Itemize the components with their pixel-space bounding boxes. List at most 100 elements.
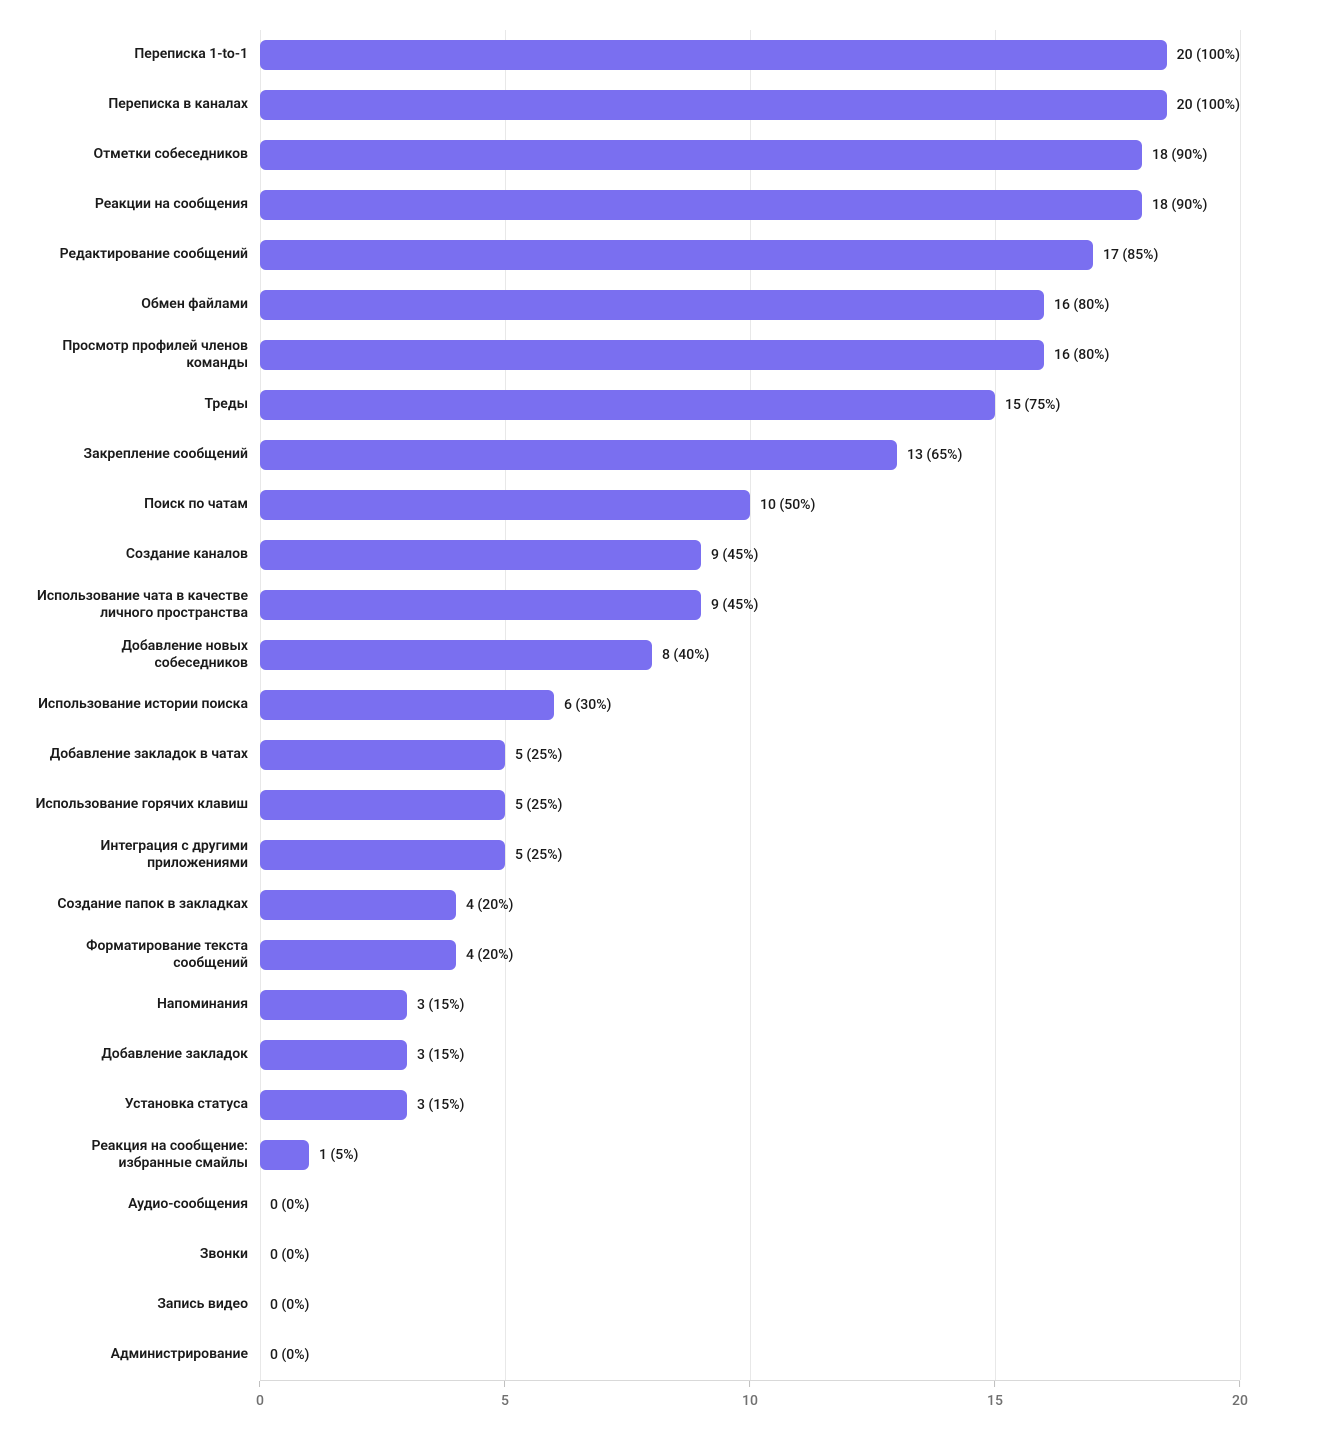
bar xyxy=(260,590,701,620)
category-label: Установка статуса xyxy=(30,1096,260,1114)
value-label: 1 (5%) xyxy=(309,1147,358,1163)
value-label: 5 (25%) xyxy=(505,847,562,863)
category-label: Звонки xyxy=(30,1246,260,1264)
bar xyxy=(260,640,652,670)
x-tick-mark xyxy=(994,1381,995,1387)
bar xyxy=(260,840,505,870)
chart-row: Форматирование текста сообщений4 (20%) xyxy=(260,930,1240,980)
value-label: 4 (20%) xyxy=(456,947,513,963)
chart-row: Добавление закладок3 (15%) xyxy=(260,1030,1240,1080)
category-label: Напоминания xyxy=(30,996,260,1014)
value-label: 4 (20%) xyxy=(456,897,513,913)
category-label: Переписка в каналах xyxy=(30,96,260,114)
category-label: Создание папок в закладках xyxy=(30,896,260,914)
value-label: 0 (0%) xyxy=(260,1347,309,1363)
value-label: 10 (50%) xyxy=(750,497,815,513)
x-tick-mark xyxy=(1239,1381,1240,1387)
value-label: 0 (0%) xyxy=(260,1247,309,1263)
chart-row: Звонки0 (0%) xyxy=(260,1230,1240,1280)
x-tick: 5 xyxy=(501,1381,509,1409)
value-label: 5 (25%) xyxy=(505,797,562,813)
category-label: Использование чата в качестве личного пр… xyxy=(30,588,260,623)
value-label: 8 (40%) xyxy=(652,647,709,663)
bar xyxy=(260,1090,407,1120)
category-label: Обмен файлами xyxy=(30,296,260,314)
x-tick-mark xyxy=(505,1381,506,1387)
bar xyxy=(260,490,750,520)
value-label: 6 (30%) xyxy=(554,697,611,713)
chart-row: Переписка в каналах20 (100%) xyxy=(260,80,1240,130)
x-tick: 0 xyxy=(256,1381,264,1409)
chart-row: Треды15 (75%) xyxy=(260,380,1240,430)
chart-row: Запись видео0 (0%) xyxy=(260,1280,1240,1330)
value-label: 5 (25%) xyxy=(505,747,562,763)
x-tick-label: 10 xyxy=(742,1393,758,1409)
chart-row: Закрепление сообщений13 (65%) xyxy=(260,430,1240,480)
value-label: 3 (15%) xyxy=(407,1097,464,1113)
category-label: Переписка 1-to-1 xyxy=(30,46,260,64)
gridline xyxy=(1240,30,1241,1380)
category-label: Аудио-сообщения xyxy=(30,1196,260,1214)
category-label: Отметки собеседников xyxy=(30,146,260,164)
bar xyxy=(260,340,1044,370)
value-label: 16 (80%) xyxy=(1044,347,1109,363)
value-label: 18 (90%) xyxy=(1142,197,1207,213)
x-tick: 20 xyxy=(1232,1381,1248,1409)
x-tick-mark xyxy=(749,1381,750,1387)
category-label: Поиск по чатам xyxy=(30,496,260,514)
bar xyxy=(260,190,1142,220)
feature-usage-bar-chart: Переписка 1-to-120 (100%)Переписка в кан… xyxy=(20,30,1280,1420)
chart-row: Администрирование0 (0%) xyxy=(260,1330,1240,1380)
bar xyxy=(260,240,1093,270)
bar xyxy=(260,940,456,970)
value-label: 20 (100%) xyxy=(1167,97,1240,113)
bar xyxy=(260,40,1167,70)
chart-row: Использование горячих клавиш5 (25%) xyxy=(260,780,1240,830)
x-tick-mark xyxy=(260,1381,261,1387)
category-label: Треды xyxy=(30,396,260,414)
bar xyxy=(260,290,1044,320)
value-label: 15 (75%) xyxy=(995,397,1060,413)
bar xyxy=(260,790,505,820)
x-tick-label: 20 xyxy=(1232,1393,1248,1409)
chart-row: Добавление новых собеседников8 (40%) xyxy=(260,630,1240,680)
value-label: 3 (15%) xyxy=(407,997,464,1013)
x-tick-label: 0 xyxy=(256,1393,264,1409)
chart-row: Установка статуса3 (15%) xyxy=(260,1080,1240,1130)
chart-row: Переписка 1-to-120 (100%) xyxy=(260,30,1240,80)
category-label: Форматирование текста сообщений xyxy=(30,938,260,973)
chart-row: Реакция на сообщение: избранные смайлы1 … xyxy=(260,1130,1240,1180)
value-label: 9 (45%) xyxy=(701,597,758,613)
x-tick-label: 5 xyxy=(501,1393,509,1409)
bar xyxy=(260,990,407,1020)
value-label: 0 (0%) xyxy=(260,1197,309,1213)
chart-rows: Переписка 1-to-120 (100%)Переписка в кан… xyxy=(260,30,1240,1380)
chart-row: Отметки собеседников18 (90%) xyxy=(260,130,1240,180)
value-label: 9 (45%) xyxy=(701,547,758,563)
bar xyxy=(260,390,995,420)
plot-area: Переписка 1-to-120 (100%)Переписка в кан… xyxy=(260,30,1240,1380)
bar xyxy=(260,690,554,720)
bar xyxy=(260,440,897,470)
value-label: 3 (15%) xyxy=(407,1047,464,1063)
category-label: Добавление закладок xyxy=(30,1046,260,1064)
chart-row: Добавление закладок в чатах5 (25%) xyxy=(260,730,1240,780)
chart-row: Интеграция с другими приложениями5 (25%) xyxy=(260,830,1240,880)
value-label: 18 (90%) xyxy=(1142,147,1207,163)
chart-row: Создание папок в закладках4 (20%) xyxy=(260,880,1240,930)
chart-row: Редактирование сообщений17 (85%) xyxy=(260,230,1240,280)
category-label: Добавление закладок в чатах xyxy=(30,746,260,764)
category-label: Запись видео xyxy=(30,1296,260,1314)
chart-row: Обмен файлами16 (80%) xyxy=(260,280,1240,330)
category-label: Администрирование xyxy=(30,1346,260,1364)
bar xyxy=(260,890,456,920)
value-label: 16 (80%) xyxy=(1044,297,1109,313)
chart-row: Реакции на сообщения18 (90%) xyxy=(260,180,1240,230)
bar xyxy=(260,1140,309,1170)
chart-row: Использование чата в качестве личного пр… xyxy=(260,580,1240,630)
x-tick-label: 15 xyxy=(987,1393,1003,1409)
x-axis: 05101520 xyxy=(260,1380,1240,1420)
category-label: Создание каналов xyxy=(30,546,260,564)
category-label: Закрепление сообщений xyxy=(30,446,260,464)
category-label: Добавление новых собеседников xyxy=(30,638,260,673)
